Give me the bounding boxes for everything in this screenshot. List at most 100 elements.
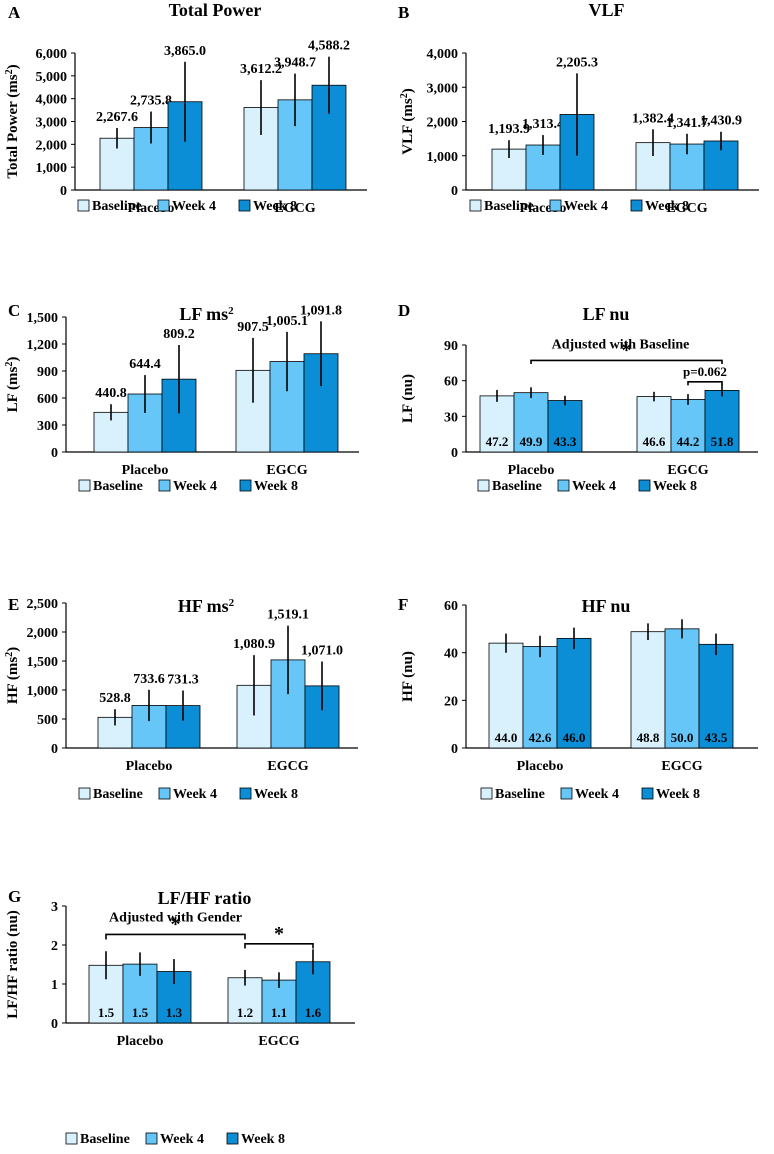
legend-swatch-week-4 — [557, 479, 570, 492]
y-tick-label: 5,000 — [36, 70, 68, 85]
x-category-label: EGCG — [666, 201, 707, 216]
data-label: 2,205.3 — [556, 55, 598, 70]
y-axis-label-end: ) — [400, 88, 416, 93]
significance-marker: * — [274, 923, 284, 945]
legend-swatch-baseline — [480, 787, 493, 800]
y-tick-label: 4,000 — [36, 93, 68, 108]
significance-bracket — [105, 933, 246, 940]
data-label: 42.6 — [529, 730, 552, 745]
legend-swatch-week-4 — [157, 199, 170, 212]
y-axis-label-text: LF/HF ratio (nu) — [5, 910, 21, 1019]
y-axis-label: HF (nu) — [400, 651, 416, 702]
legend-label: Week 8 — [253, 199, 297, 214]
data-label: 49.9 — [520, 434, 543, 449]
legend-label: Week 8 — [645, 199, 689, 214]
significance-marker: * — [171, 913, 181, 935]
y-axis-label-superscript: 2 — [399, 93, 410, 98]
y-tick-label: 2 — [51, 939, 58, 954]
y-axis-label: LF/HF ratio (nu) — [5, 910, 21, 1019]
annotation-note: Adjusted with Gender — [109, 911, 242, 926]
legend-label: Baseline — [92, 199, 142, 214]
y-tick-label: 1,200 — [27, 338, 59, 353]
bar-week-8-placebo — [556, 637, 592, 749]
y-tick-label: 4,000 — [427, 47, 459, 62]
data-label: 1.5 — [98, 1005, 115, 1020]
y-axis-label-text: HF (nu) — [400, 651, 416, 702]
y-tick-label: 2,000 — [36, 138, 68, 153]
y-axis-label-text: LF (nu) — [400, 374, 416, 423]
y-axis-label-text: LF (ms — [5, 367, 21, 413]
legend-swatch-week-4 — [560, 787, 573, 800]
y-axis-label: VLF (ms2) — [399, 88, 417, 155]
data-label: 43.5 — [705, 730, 728, 745]
y-tick-label: 1,000 — [427, 150, 459, 165]
legend-label: Week 4 — [572, 479, 616, 494]
bar-baseline-placebo — [488, 642, 524, 749]
legend-swatch-baseline — [469, 199, 482, 212]
y-tick-label: 0 — [51, 1017, 58, 1032]
y-axis-label-end: ) — [5, 357, 21, 362]
x-category-label: EGCG — [661, 759, 702, 774]
legend-label: Week 4 — [173, 479, 217, 494]
y-tick-label: 40 — [444, 647, 458, 662]
bar-week-8-egcg — [698, 643, 734, 749]
panel-letter: A — [8, 3, 21, 22]
x-category-label: Placebo — [508, 463, 555, 478]
data-label: 3,612.2 — [240, 62, 282, 77]
chart-title: LF ms2 — [179, 304, 234, 324]
y-tick-label: 3 — [51, 900, 58, 915]
y-tick-label: 1,000 — [36, 161, 68, 176]
chart-title: HF ms2 — [178, 596, 235, 616]
data-label: 47.2 — [486, 434, 509, 449]
y-tick-label: 600 — [37, 392, 58, 407]
data-label: 528.8 — [99, 691, 131, 706]
y-axis-label: LF (ms2) — [4, 357, 22, 413]
data-label: 50.0 — [671, 730, 694, 745]
bar-week-4-placebo — [522, 646, 558, 749]
data-label: 1.1 — [271, 1005, 287, 1020]
panel-letter: F — [398, 595, 408, 614]
chart-title: LF/HF ratio — [158, 888, 252, 908]
chart-title-text: LF ms — [179, 304, 228, 324]
legend-label: Week 4 — [575, 787, 619, 802]
legend-swatch-week-8 — [226, 1132, 239, 1145]
chart-panel-b: B VLF VLF (ms2) 0 1,000 2,000 3,000 4,000 1,193.… — [398, 0, 759, 216]
y-tick-label: 30 — [444, 410, 458, 425]
legend-swatch-baseline — [78, 479, 91, 492]
y-tick-label: 2,500 — [27, 597, 59, 612]
y-tick-label: 0 — [451, 446, 458, 461]
data-label: 1,193.9 — [488, 122, 530, 137]
data-label: 1,080.9 — [233, 637, 275, 652]
chart-title-text: Total Power — [169, 0, 262, 20]
bar-week-4-egcg — [670, 399, 706, 453]
chart-title-superscript: 2 — [228, 305, 234, 317]
data-label: 440.8 — [95, 386, 127, 401]
y-tick-label: 2,000 — [27, 626, 59, 641]
legend-label: Week 4 — [160, 1132, 204, 1147]
data-label: 1.5 — [132, 1005, 149, 1020]
y-tick-label: 0 — [451, 184, 458, 199]
legend-label: Week 8 — [254, 479, 298, 494]
y-axis-label-end: ) — [5, 647, 21, 652]
bar-baseline-placebo — [479, 395, 515, 453]
y-tick-label: 3,000 — [36, 116, 68, 131]
legend-swatch-week-8 — [239, 479, 252, 492]
y-axis-label-end: ) — [5, 64, 21, 69]
data-label: 1.2 — [237, 1005, 253, 1020]
data-label: 44.2 — [677, 434, 700, 449]
annotation-note: Adjusted with Baseline — [552, 338, 690, 353]
chart-title-text: VLF — [589, 0, 625, 20]
data-label: 3,948.7 — [274, 56, 316, 71]
data-label: 1,071.0 — [301, 644, 343, 659]
data-label: 1,382.4 — [632, 111, 674, 126]
y-axis-label: Total Power (ms2) — [4, 64, 22, 178]
y-tick-label: 0 — [60, 184, 67, 199]
data-label: 1,005.1 — [266, 314, 308, 329]
y-tick-label: 60 — [444, 599, 458, 614]
bar-baseline-egcg — [630, 631, 666, 749]
legend-label: Week 8 — [653, 479, 697, 494]
panel-letter: B — [398, 3, 409, 22]
y-tick-label: 0 — [51, 446, 58, 461]
data-label: 809.2 — [163, 327, 195, 342]
bar-week-4-placebo — [513, 392, 549, 453]
